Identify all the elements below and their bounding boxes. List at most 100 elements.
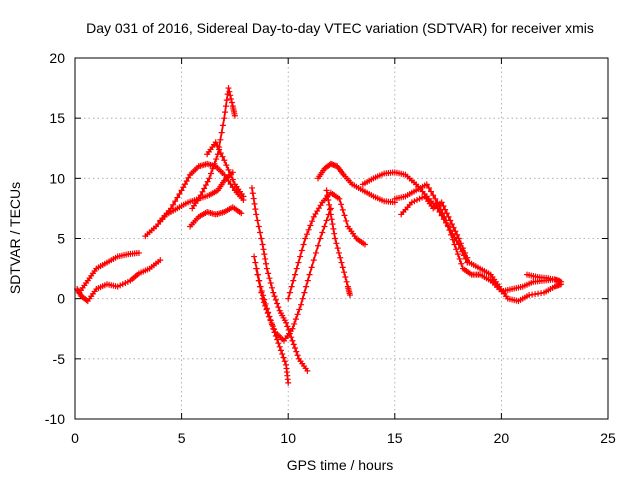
data-point	[223, 174, 230, 181]
data-point	[454, 251, 461, 258]
data-point	[331, 230, 338, 237]
x-tick-labels: 0 5 10 15 20 25	[71, 430, 616, 446]
data-point	[457, 240, 464, 247]
data-point	[448, 221, 455, 228]
data-point	[458, 260, 465, 267]
data-point	[450, 224, 457, 231]
data-point	[251, 253, 258, 260]
data-point	[213, 156, 220, 163]
data-point	[425, 184, 432, 191]
data-point	[251, 200, 258, 207]
series-track-12	[315, 160, 398, 206]
data-point	[303, 231, 310, 238]
data-point	[342, 274, 349, 281]
data-point	[328, 216, 335, 223]
data-point	[225, 85, 232, 92]
y-tick-label: 20	[49, 50, 65, 66]
data-point	[442, 206, 449, 213]
data-point	[339, 264, 346, 271]
data-point	[208, 170, 215, 177]
series-line	[361, 171, 469, 264]
data-point	[258, 289, 265, 296]
data-point	[446, 227, 453, 234]
data-point	[444, 222, 451, 229]
data-point	[440, 203, 447, 210]
data-point	[248, 184, 255, 191]
data-point	[555, 277, 562, 284]
data-point	[274, 336, 281, 343]
data-point	[279, 351, 286, 358]
data-point	[261, 251, 268, 258]
data-point	[308, 264, 315, 271]
data-point	[197, 192, 204, 199]
data-point	[253, 265, 260, 272]
data-point	[445, 213, 452, 220]
data-point	[227, 92, 234, 99]
data-point	[182, 181, 189, 188]
data-point	[292, 316, 299, 323]
data-point	[293, 265, 300, 272]
series-line	[255, 207, 332, 342]
data-point	[227, 171, 234, 178]
data-point	[211, 160, 218, 167]
data-point	[323, 187, 330, 194]
data-point	[464, 254, 471, 261]
chart-title: Day 031 of 2016, Sidereal Day-to-day VTE…	[86, 20, 594, 36]
y-tick-label: 5	[57, 231, 65, 247]
data-point	[299, 295, 306, 302]
series-track-10	[253, 205, 334, 344]
data-point	[219, 153, 226, 160]
data-point	[297, 253, 304, 260]
series-track-16	[398, 193, 565, 305]
data-point	[285, 295, 292, 302]
series-track-05	[189, 85, 238, 212]
data-point	[250, 195, 257, 202]
data-point	[324, 192, 331, 199]
data-point	[290, 277, 297, 284]
data-point	[304, 367, 311, 374]
data-point	[281, 358, 288, 365]
data-point	[455, 235, 462, 242]
data-point	[225, 166, 232, 173]
data-point	[326, 201, 333, 208]
data-point	[291, 320, 298, 327]
data-point	[307, 222, 314, 229]
y-tick-label: 10	[49, 170, 65, 186]
y-axis-title: SDTVAR / TECUs	[7, 182, 23, 294]
data-point	[218, 129, 225, 136]
data-point	[288, 283, 295, 290]
data-point	[315, 242, 322, 249]
data-point	[266, 313, 273, 320]
data-point	[202, 182, 209, 189]
data-point	[268, 319, 275, 326]
data-point	[226, 88, 233, 95]
data-point	[447, 217, 454, 224]
data-point	[269, 323, 276, 330]
data-point	[229, 176, 236, 183]
data-point	[260, 299, 267, 306]
data-point	[276, 343, 283, 350]
data-point	[225, 177, 232, 184]
data-point	[260, 246, 267, 253]
data-point	[343, 217, 350, 224]
data-point	[293, 348, 300, 355]
data-point	[339, 206, 346, 213]
data-point	[263, 260, 270, 267]
data-point	[341, 269, 348, 276]
data-point	[336, 195, 343, 202]
data-point	[292, 271, 299, 278]
data-point	[288, 334, 295, 341]
y-tick-label: -10	[45, 411, 65, 427]
y-tick-label: 0	[57, 291, 65, 307]
data-point	[263, 265, 270, 272]
data-point	[423, 181, 430, 188]
data-point	[206, 175, 213, 182]
data-point	[329, 221, 336, 228]
data-traces	[74, 85, 565, 386]
data-point	[249, 190, 256, 197]
data-point	[317, 235, 324, 242]
data-point	[240, 193, 247, 200]
series-track-04	[157, 160, 247, 224]
data-point	[268, 284, 275, 291]
